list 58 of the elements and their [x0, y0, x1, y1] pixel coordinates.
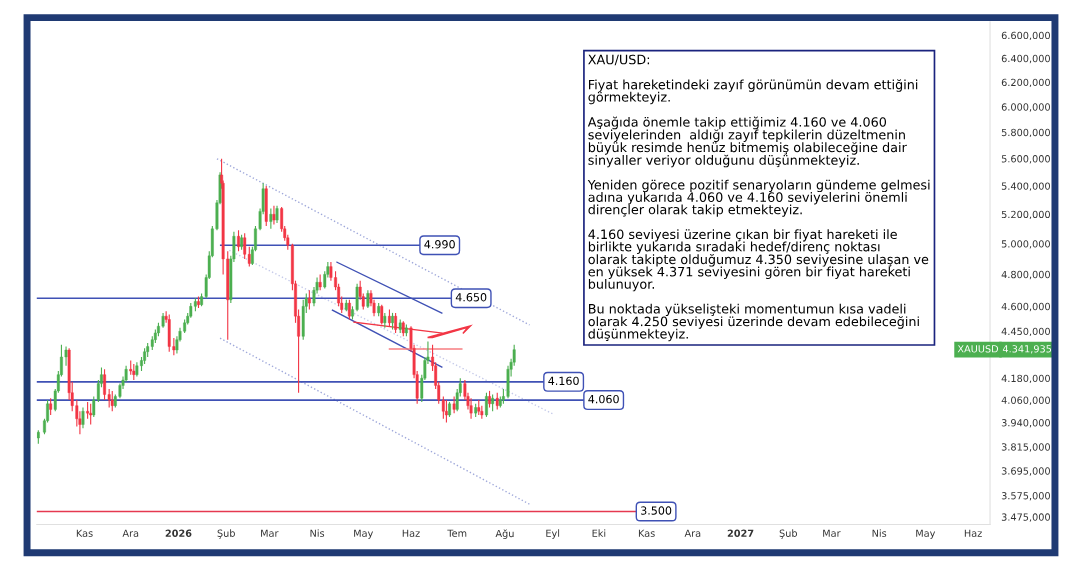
candlestick — [318, 273, 322, 291]
y-tick-label: 5.600,000 — [1001, 155, 1050, 164]
x-tick-label: Haz — [964, 529, 982, 537]
text: XAU/USD: Fiyat hareketindeki zayıf görünümün devam ettiğini görmekteyiz. Aşağıda önemle takip ettiğimiz 4.160 ve 4.060 seviyelerinden aldığı zayıf tepkilerin düzeltmenin büyük resimde henüz bitmemiş olabileceğine dair sinyaller veriyor olduğunu düşünmekteyiz. Yeniden görece pozitif senaryoların gündeme gelmesi adına yukarıda 4.060 ve 4.160 seviyelerini önemli dirençler olarak takip etmekteyiz. 4.160 seviyesi üzerine çıkan bir fiyat hareketi ile birlikte yukarıda sıradaki hedef/direnç noktası olarak takipte olduğumuz 4.350 seviyesine ulaşan ve en yüksek 4.371 seviyesini gören bir fiyat hareketi bulunuyor. Bu noktada yükselişteki momentumun kısa vadeli olarak 4.250 seviyesi üzerinde devam edebileceğini düşünmekteyiz. — [587, 54, 930, 342]
x-tick-label: May — [354, 529, 374, 539]
y-tick-label: 4.800,000 — [1001, 270, 1050, 280]
y-tick-label: 6.000,000 — [1001, 103, 1050, 112]
candlestick — [444, 399, 448, 424]
x-tick-label: Mar — [823, 529, 841, 537]
y-tick-label: 3.695,000 — [1001, 467, 1050, 476]
y-tick-label: 5.000,000 — [1001, 240, 1050, 249]
x-tick-label: Haz — [402, 529, 420, 537]
x-tick-label: Eki — [592, 529, 606, 537]
y-tick-label: 4.180,000 — [1001, 374, 1050, 384]
annotation: XAUUSD — [957, 345, 999, 353]
candlestick — [469, 397, 473, 420]
x-tick-label: Şub — [217, 529, 235, 539]
y-tick-label: 6.400,000 — [1001, 54, 1050, 64]
candlestick — [485, 392, 488, 418]
x-tick-label: Kas — [638, 529, 655, 537]
x-tick-label: Tem — [447, 529, 467, 537]
y-tick-label: 4.600,000 — [1001, 302, 1050, 312]
candlestick — [307, 289, 311, 311]
candlestick — [237, 229, 240, 252]
x-tick-label: 2026 — [165, 529, 192, 537]
x-tick-label: Ağu — [495, 529, 514, 540]
y-tick-label: 3.575,000 — [1001, 492, 1050, 501]
x-tick-label: Nis — [872, 529, 887, 537]
candlestick — [197, 296, 200, 309]
y-tick-label: 6.200,000 — [1001, 78, 1050, 88]
x-tick-label: Kas — [76, 529, 93, 537]
ref-line-label: 4.650 — [455, 293, 487, 302]
x-tick-label: Şub — [779, 529, 798, 539]
y-tick-label: 4.450,000 — [1001, 327, 1050, 337]
y-tick-label: 3.815,000 — [1001, 443, 1050, 452]
x-tick-label: Ara — [684, 529, 701, 537]
candlestick — [81, 406, 85, 429]
y-tick-label: 5.200,000 — [1001, 210, 1050, 220]
ref-line-label: 4.160 — [548, 376, 579, 386]
x-tick-label: May — [916, 529, 936, 539]
y-tick-label: 6.600,000 — [1001, 31, 1050, 41]
candlestick — [448, 401, 451, 418]
ref-line-label: 4.990 — [424, 240, 455, 249]
candlestick — [452, 395, 456, 414]
x-tick-label: Mar — [261, 529, 279, 537]
y-tick-label: 5.800,000 — [1001, 128, 1050, 138]
x-tick-label: 2027 — [727, 529, 754, 537]
y-tick-label: 5.400,000 — [1001, 182, 1050, 191]
y-tick-label: 3.475,000 — [1001, 513, 1050, 522]
x-tick-label: Nis — [310, 529, 325, 537]
text: 4.341,935 — [1002, 345, 1052, 354]
y-tick-label: 4.060,000 — [1001, 396, 1050, 405]
ref-line-label: 3.500 — [641, 506, 672, 515]
candlestick — [391, 312, 394, 331]
x-tick-label: Eyl — [546, 529, 560, 539]
y-tick-label: 3.940,000 — [1001, 419, 1050, 428]
ref-line-label: 4.060 — [588, 394, 619, 404]
x-tick-label: Ara — [122, 529, 139, 537]
